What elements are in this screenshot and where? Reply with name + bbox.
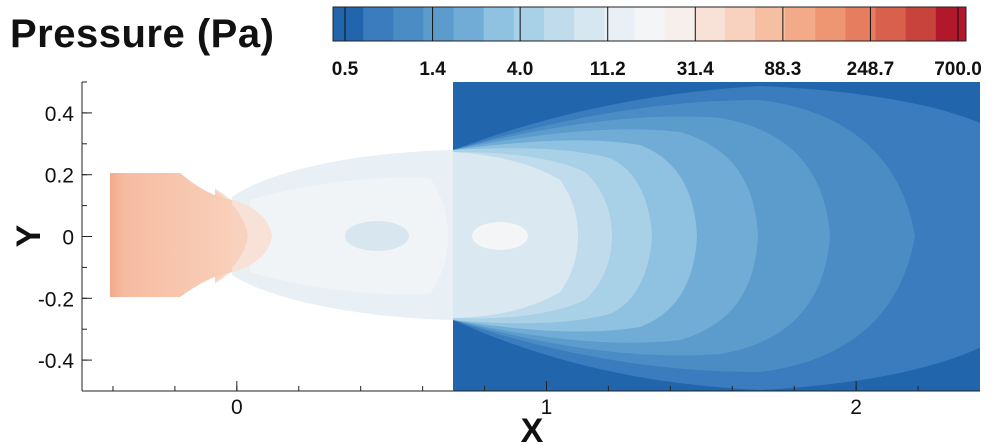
colorbar-label: 88.3 (764, 59, 801, 80)
colorbar-swatch (423, 7, 455, 41)
colorbar-swatch (363, 7, 394, 41)
plot-area (110, 82, 980, 391)
colorbar-swatch (815, 7, 846, 41)
colorbar-label: 700.0 (934, 59, 982, 80)
colorbar-swatch (664, 7, 696, 41)
colorbar-label: 4.0 (507, 59, 533, 80)
colorbar-swatch (333, 7, 364, 41)
colorbar-label: 248.7 (847, 59, 895, 80)
jet-cell (345, 221, 409, 251)
colorbar-swatch (845, 7, 877, 41)
y-axis-label: Y (10, 224, 48, 247)
y-tick-label: -0.2 (38, 288, 74, 311)
colorbar-label: 0.5 (332, 59, 359, 80)
y-tick-label: 0 (62, 227, 74, 250)
y-tick-label: -0.4 (38, 350, 75, 373)
colorbar-label: 1.4 (419, 59, 446, 80)
colorbar-swatch (574, 7, 605, 41)
axis-tick-labels: 0 1 2 0.4 0.2 0 -0.2 -0.4 (38, 103, 862, 419)
colorbar-swatch (724, 7, 756, 41)
colorbar-swatch (604, 7, 635, 41)
colorbar-swatch (483, 7, 515, 41)
jet-cell (472, 222, 528, 250)
x-tick-label: 0 (231, 396, 243, 419)
plenum-region (110, 173, 232, 297)
colorbar-swatch (513, 7, 545, 41)
colorbar-swatch (785, 7, 816, 41)
colorbar-swatch (905, 7, 937, 41)
colorbar-frame (332, 6, 967, 42)
colorbar-swatch (935, 7, 967, 41)
y-tick-label: 0.2 (45, 165, 74, 188)
chart-title: Pressure (Pa) (10, 12, 275, 56)
colorbar-swatch (634, 7, 666, 41)
colorbar-label: 31.4 (677, 59, 714, 80)
colorbar-swatch (544, 7, 575, 41)
colorbar-swatch (875, 7, 907, 41)
colorbar-labels: 0.5 1.4 4.0 11.2 31.4 88.3 248.7 700.0 (332, 59, 982, 80)
colorbar-swatch (755, 7, 786, 41)
colorbar (332, 6, 967, 42)
x-tick-label: 1 (541, 396, 553, 419)
x-tick-label: 2 (850, 396, 862, 419)
colorbar-swatch (694, 7, 726, 41)
x-axis-label: X (521, 412, 544, 445)
colorbar-label: 11.2 (590, 59, 626, 80)
axis-ticks (82, 81, 919, 392)
colorbar-swatch (393, 7, 424, 41)
colorbar-swatch (453, 7, 485, 41)
y-tick-label: 0.4 (45, 103, 75, 126)
